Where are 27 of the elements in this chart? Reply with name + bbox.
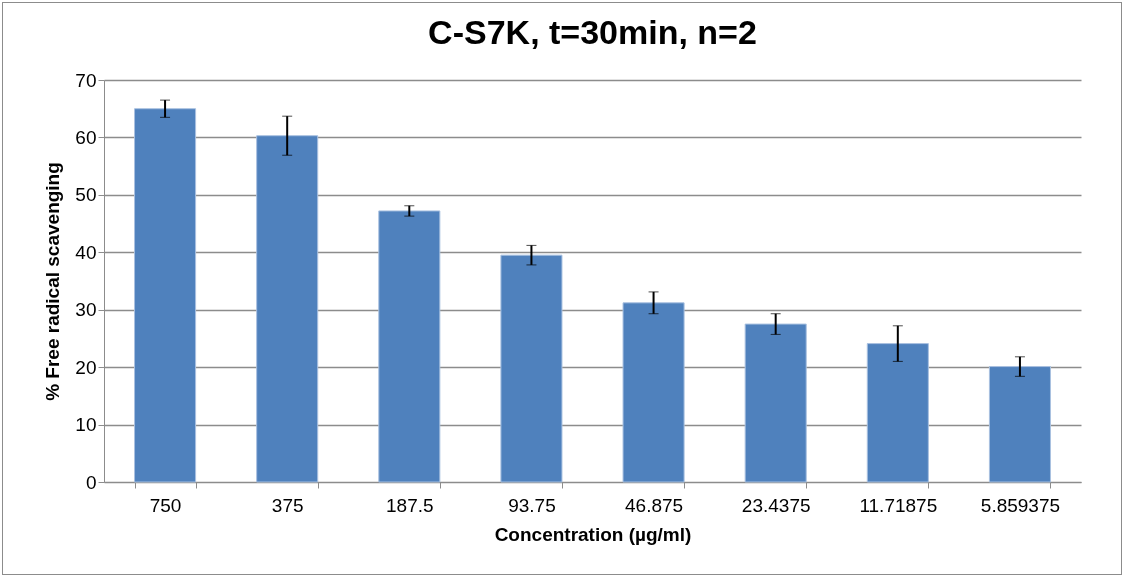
x-tick-label: 11.71875 <box>859 494 938 516</box>
y-tick-label: 60 <box>75 126 97 148</box>
y-tick-label: 40 <box>75 241 97 263</box>
bar <box>378 210 441 483</box>
x-tick-label: 187.5 <box>386 494 434 516</box>
x-tick-label: 5.859375 <box>980 494 1061 516</box>
x-tick-label: 93.75 <box>508 494 556 516</box>
y-tick-label: 70 <box>75 69 97 91</box>
bar <box>744 323 807 483</box>
bar <box>134 108 197 483</box>
y-tick-label: 30 <box>75 299 97 321</box>
y-tick-label: 50 <box>75 184 97 206</box>
y-tick-label: 10 <box>75 414 97 436</box>
bar <box>988 366 1051 483</box>
y-tick-label: 0 <box>85 471 97 493</box>
bar <box>500 254 563 483</box>
x-axis-title: Concentration (µg/ml) <box>494 523 692 545</box>
bar <box>256 135 319 483</box>
x-tick-label: 750 <box>149 494 182 516</box>
bar <box>866 343 929 483</box>
bar <box>622 302 685 483</box>
x-tick-label: 375 <box>271 494 304 516</box>
y-tick-label: 20 <box>75 356 97 378</box>
x-tick-label: 23.4375 <box>741 494 811 516</box>
chart-title: C-S7K, t=30min, n=2 <box>428 13 757 51</box>
x-tick-label: 46.875 <box>625 494 684 516</box>
y-axis-title: % Free radical scavenging <box>42 162 64 401</box>
